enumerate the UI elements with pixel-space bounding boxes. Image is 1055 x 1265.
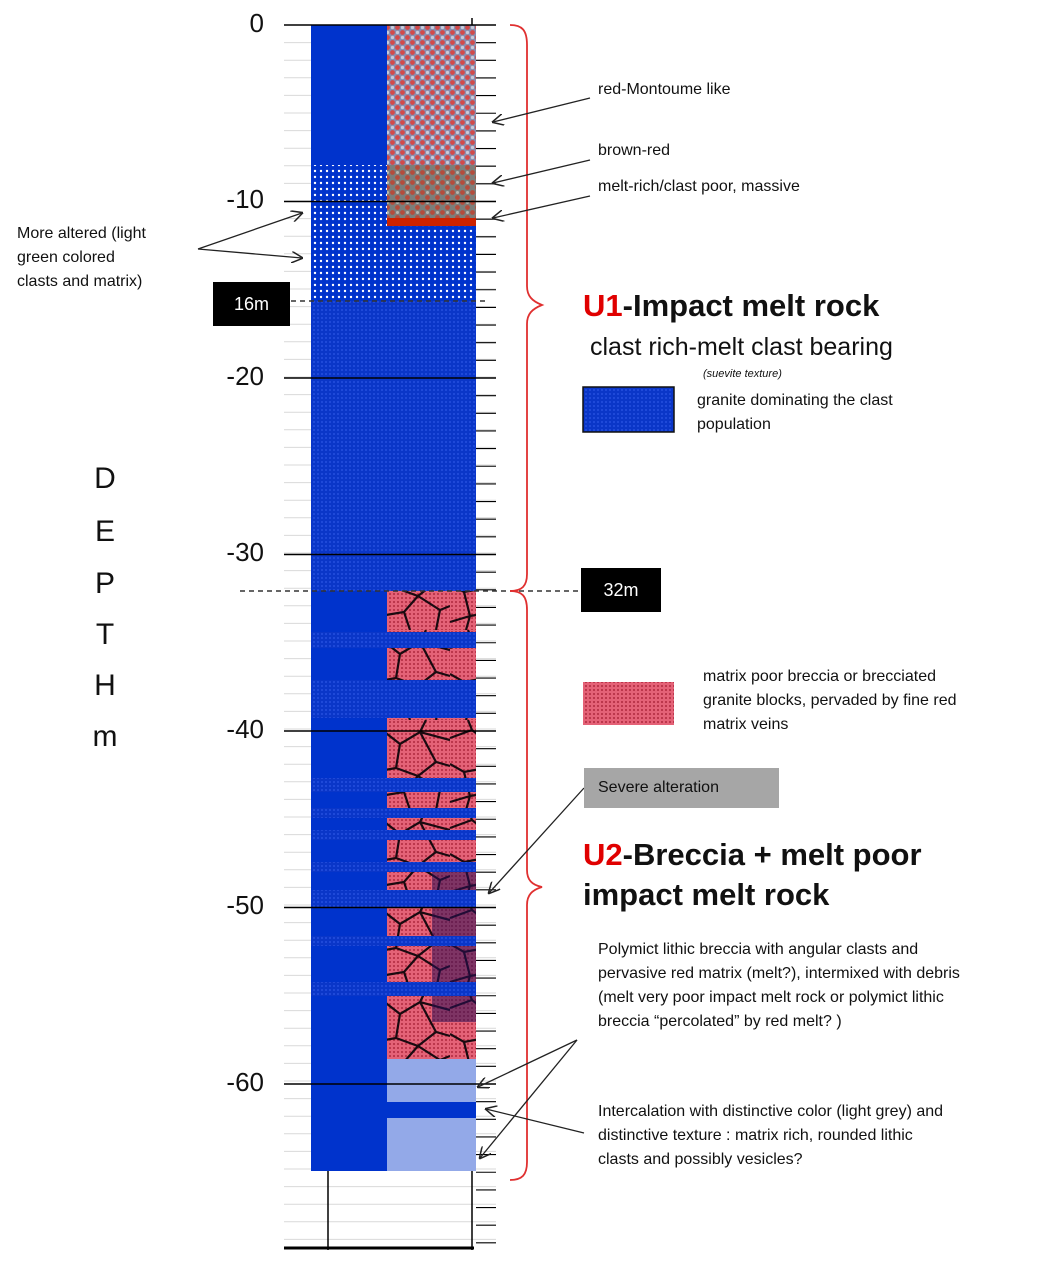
note-more-altered: More altered (light green colored clasts… (17, 222, 202, 294)
layer-granite-blue (311, 25, 387, 165)
unit2-title-line1: -Breccia + melt poor (622, 837, 922, 872)
column-right (387, 25, 476, 1171)
layer-suevite-right (387, 301, 476, 591)
bracket-unit1 (509, 24, 545, 592)
breccia-description: Polymict lithic breccia with angular cla… (598, 938, 960, 1034)
description-line: (melt very poor impact melt rock or poly… (598, 989, 944, 1006)
depth-label-letter: E (94, 515, 115, 548)
legend-swatch-granite (582, 386, 675, 433)
description-line: pervasive red matrix (melt?), intermixed… (598, 965, 960, 982)
depth-label-letter: P (94, 567, 115, 600)
column-left (311, 25, 387, 1171)
note-line: green colored (17, 249, 115, 266)
depth-tick-label: -40 (226, 714, 264, 744)
annotation-brown-red: brown-red (598, 142, 671, 159)
legend-line: granite blocks, pervaded by fine red (703, 692, 957, 709)
layer-brown-red (387, 165, 476, 218)
depth-tick-label: -60 (226, 1067, 264, 1097)
unit2-code: U2 (583, 837, 623, 872)
arrow-severe-alteration (489, 787, 585, 893)
arrow-brown-red (493, 159, 591, 183)
note-line: More altered (light (17, 225, 146, 242)
legend-line: matrix veins (703, 716, 789, 733)
arrow-intercalation-2 (480, 1039, 578, 1158)
layer-red-montoume (387, 25, 476, 165)
layer-intercalation-lower (387, 1118, 476, 1171)
depth-tick-label: 0 (249, 8, 264, 38)
depth-tick-label: -30 (226, 537, 264, 567)
note-line: clasts and matrix) (17, 273, 143, 290)
depth-label-letter: H (94, 669, 116, 702)
annotation-melt-rich: melt-rich/clast poor, massive (598, 178, 800, 195)
legend-line: matrix poor breccia or brecciated (703, 668, 936, 685)
arrow-red-montoume (493, 97, 591, 122)
unit2-title-line2: impact melt rock (583, 877, 830, 912)
description-line: breccia “percolated” by red melt? ) (598, 1013, 842, 1030)
description-line: distinctive texture : matrix rich, round… (598, 1127, 913, 1144)
depth-tick-label: -20 (226, 361, 264, 391)
description-line: Polymict lithic breccia with angular cla… (598, 941, 919, 958)
depth-label-letter: T (95, 618, 115, 651)
unit2-title: U2-Breccia + melt poor impact melt rock (583, 835, 922, 915)
legend-breccia-text: matrix poor breccia or brecciated granit… (703, 665, 956, 737)
depth-label-letter: D (94, 462, 116, 495)
legend-granite-text: granite dominating the clast population (697, 389, 893, 437)
layer-altered-dotted (311, 165, 387, 301)
layer-melt-rich-band (387, 218, 476, 226)
arrow-altered-1 (197, 213, 302, 250)
description-line: clasts and possibly vesicles? (598, 1151, 803, 1168)
depth-tick-label: -50 (226, 890, 264, 920)
layer-altered-right (387, 226, 476, 301)
legend-swatch-breccia (583, 682, 674, 725)
lower-banding (311, 632, 476, 996)
severe-alteration-box: Severe alteration (584, 768, 779, 808)
unit1-tiny-note: (suevite texture) (703, 368, 782, 380)
legend-line: granite dominating the clast (697, 392, 893, 409)
description-line: Intercalation with distinctive color (li… (598, 1103, 944, 1120)
depth-tick-marks (284, 24, 496, 1244)
layer-blue-thin-band (387, 1102, 476, 1118)
annotation-red-montoume: red-Montoume like (598, 81, 731, 98)
bracket-unit2 (509, 590, 543, 1181)
layer-intercalation-upper (387, 1059, 476, 1102)
layer-suevite-left (311, 301, 387, 591)
unit1-code: U1 (583, 288, 623, 323)
legend-line: population (697, 416, 771, 433)
unit1-title: U1-Impact melt rock (583, 286, 879, 326)
depth-label-letter: m (92, 720, 118, 753)
marker-16m: 16m (213, 282, 290, 326)
marker-32m: 32m (581, 568, 661, 612)
depth-tick-label: -10 (226, 184, 264, 214)
arrow-altered-2 (197, 248, 302, 258)
unit1-subtitle: clast rich-melt clast bearing (590, 333, 893, 361)
arrow-melt-rich (493, 195, 591, 218)
arrow-intercalation-1 (478, 1039, 578, 1087)
unit1-title-text: -Impact melt rock (622, 288, 880, 323)
intercalation-description: Intercalation with distinctive color (li… (598, 1100, 943, 1172)
arrow-intercalation-3 (486, 1109, 585, 1134)
